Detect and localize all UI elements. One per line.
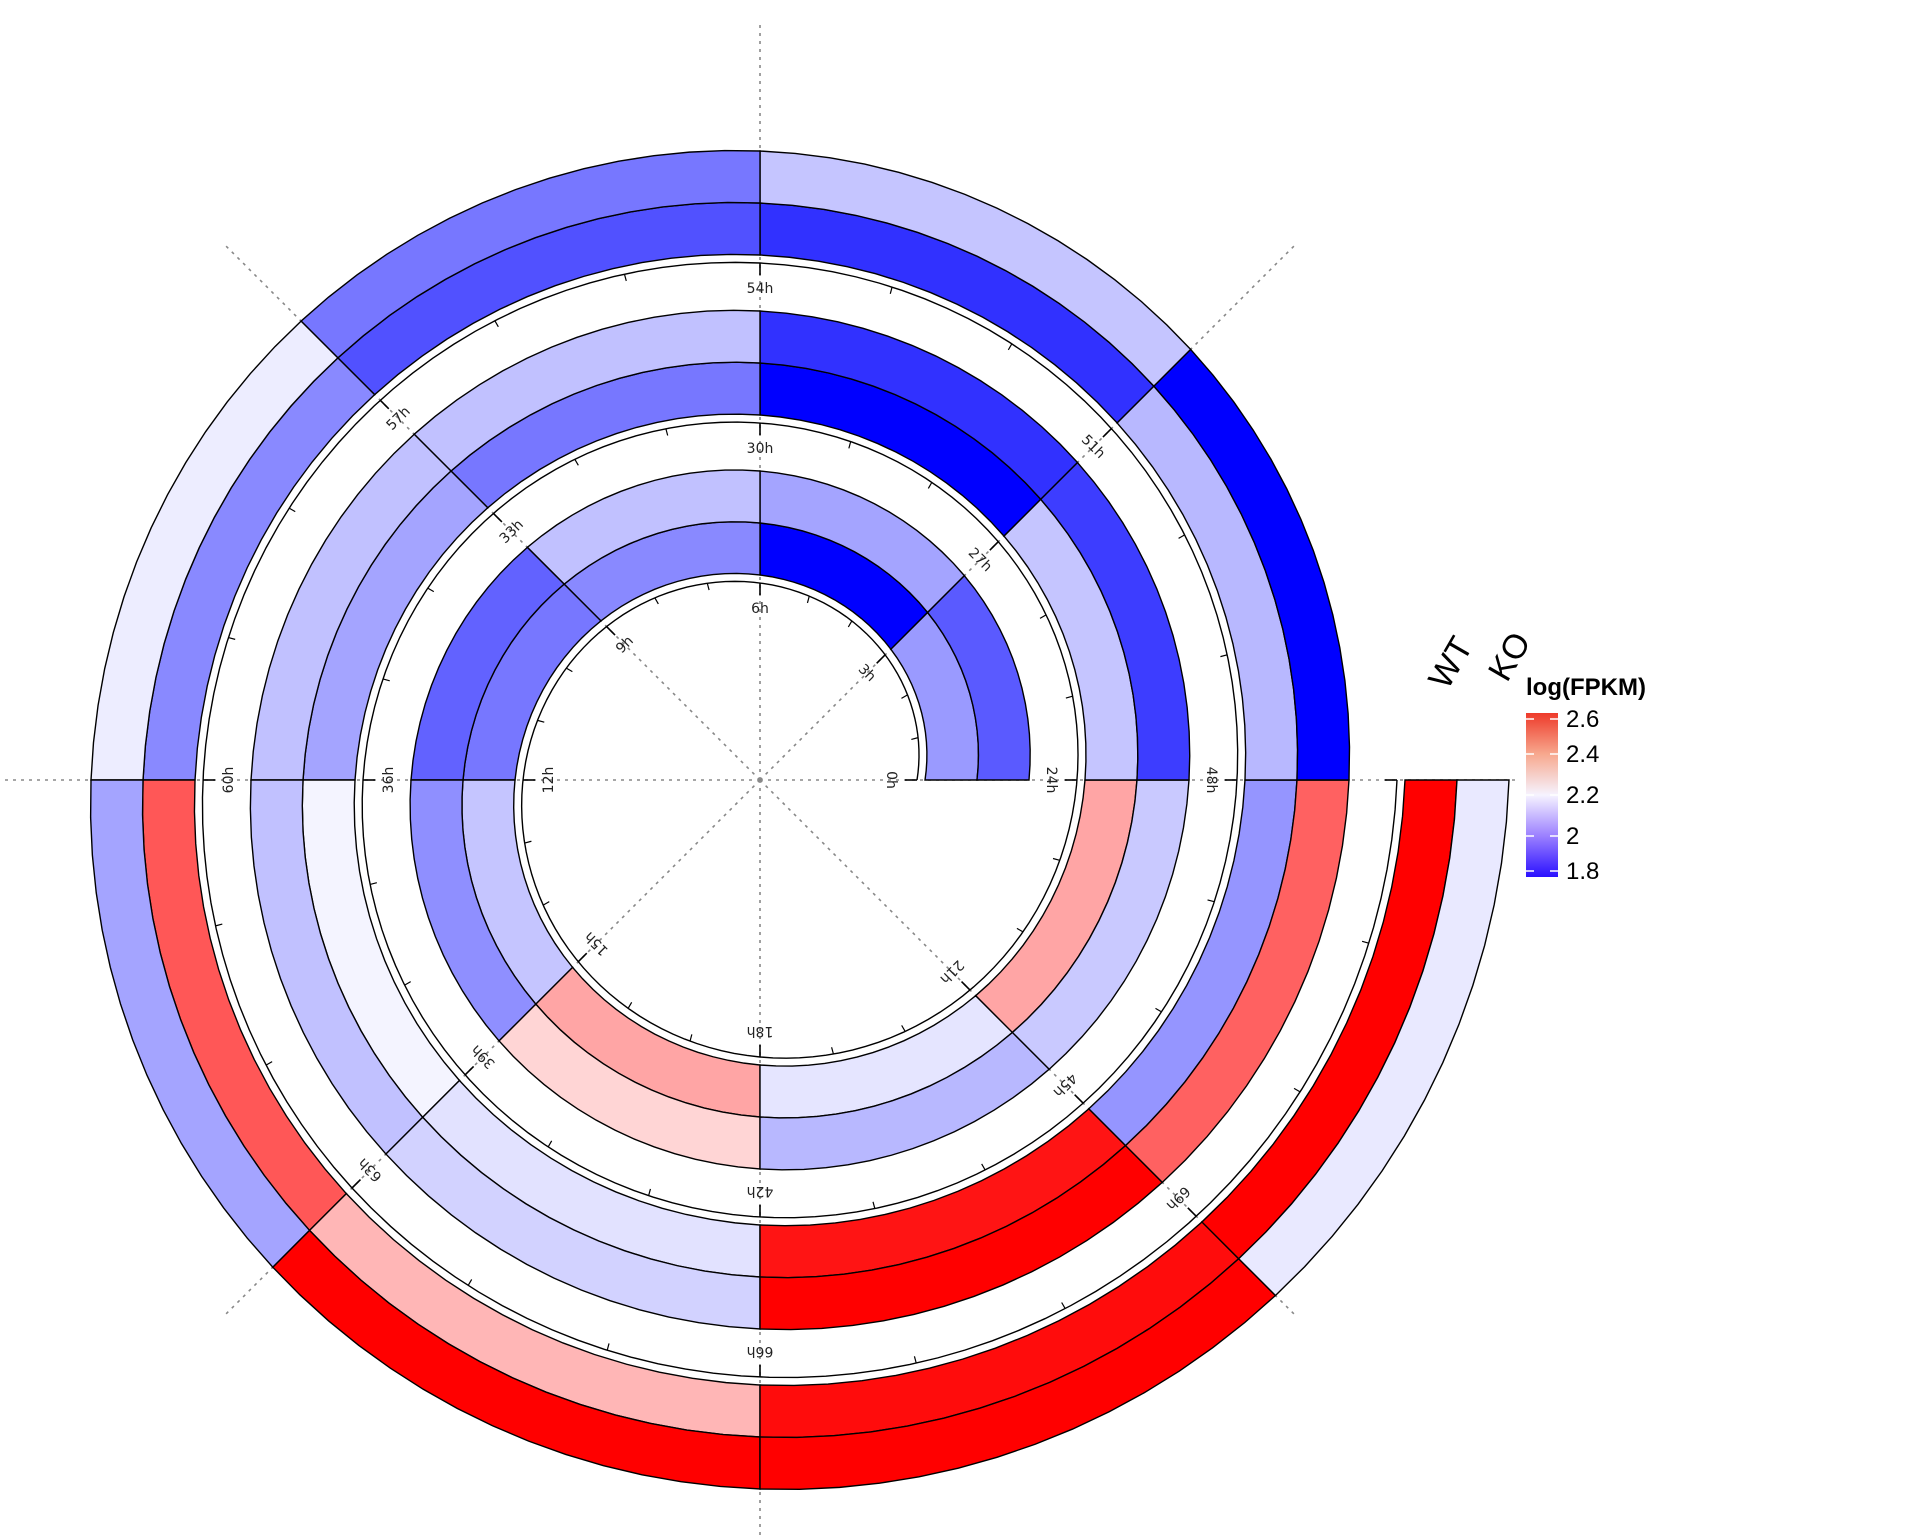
axis-tick <box>981 1163 986 1171</box>
axis-tick <box>901 694 908 699</box>
series-label-wt: WT <box>1421 630 1480 695</box>
grid-line <box>759 242 1298 781</box>
hour-label-36h: 36h <box>381 767 397 794</box>
legend-tick-label: 2 <box>1566 823 1579 850</box>
hour-label-6h: 6h <box>751 601 769 617</box>
axis-tick <box>605 625 616 636</box>
axis-tick <box>288 507 296 513</box>
axis-tick <box>960 980 971 991</box>
axis-tick <box>577 952 588 963</box>
axis-tick <box>1220 654 1228 658</box>
axis-tick <box>494 320 499 328</box>
axis-tick <box>1065 695 1073 699</box>
axis-tick <box>913 1356 917 1364</box>
hour-label-0h: 0h <box>883 771 899 789</box>
axis-tick <box>889 286 893 294</box>
axis-tick <box>1293 1087 1301 1093</box>
hour-label-18h: 18h <box>747 1023 774 1039</box>
hour-label-66h: 66h <box>747 1343 774 1359</box>
hour-label-48h: 48h <box>1203 767 1219 794</box>
hour-label-42h: 42h <box>747 1183 774 1199</box>
axis-tick <box>689 1034 693 1042</box>
axis-tick <box>228 636 236 640</box>
axis-tick <box>831 1047 834 1055</box>
axis-tick <box>706 583 710 591</box>
series-labels: WT KO <box>1421 626 1538 695</box>
heatmap-cell-ko-69h <box>1237 779 1510 1297</box>
axis-tick <box>927 482 933 489</box>
axis-tick <box>876 654 886 664</box>
axis-tick <box>606 1343 610 1351</box>
axis-tick <box>369 882 378 886</box>
axis-tick <box>574 458 579 466</box>
axis-tick <box>524 840 532 844</box>
axis-tick <box>848 441 852 449</box>
axis-tick <box>1007 343 1013 351</box>
axis-tick <box>648 1188 652 1196</box>
axis-tick <box>379 399 390 410</box>
axis-tick <box>1052 857 1060 861</box>
axis-tick <box>1187 1207 1197 1217</box>
axis-tick <box>901 1025 906 1032</box>
axis-tick <box>1207 899 1215 903</box>
axis-tick <box>627 1001 633 1009</box>
axis-tick <box>1061 1302 1066 1309</box>
hour-label-30h: 30h <box>747 441 774 457</box>
axis-tick <box>665 428 669 436</box>
axis-tick <box>1016 927 1024 933</box>
hour-label-24h: 24h <box>1043 767 1059 794</box>
axis-tick <box>404 981 412 986</box>
axis-tick <box>492 512 503 523</box>
axis-tick <box>537 719 545 723</box>
axis-tick <box>989 541 999 551</box>
hour-label-60h: 60h <box>221 767 237 794</box>
axis-tick <box>1155 1007 1162 1013</box>
legend-title: log(FPKM) <box>1526 674 1646 701</box>
legend-tick-label: 2.2 <box>1566 782 1599 809</box>
axis-tick <box>623 274 627 282</box>
axis-tick <box>1039 614 1047 619</box>
axis-tick <box>1074 1094 1084 1104</box>
axis-tick <box>382 678 390 682</box>
axis-tick <box>1178 534 1185 539</box>
axis-tick <box>847 620 853 628</box>
hour-label-12h: 12h <box>541 767 557 794</box>
legend-tick-label: 1.8 <box>1566 858 1599 885</box>
axis-tick <box>872 1201 876 1209</box>
axis-tick <box>806 595 810 604</box>
axis-tick <box>1102 428 1112 438</box>
axis-tick <box>654 597 659 605</box>
axis-tick <box>265 1061 273 1066</box>
legend-tick-label: 2.6 <box>1566 706 1599 733</box>
axis-tick <box>911 737 919 741</box>
axis-tick <box>565 667 573 673</box>
axis-tick <box>427 587 435 593</box>
axis-tick <box>351 1178 362 1189</box>
axis-tick <box>215 923 223 927</box>
axis-tick <box>467 1279 473 1286</box>
axis-tick <box>542 901 550 906</box>
axis-tick <box>464 1065 475 1076</box>
legend-tick-label: 2.4 <box>1566 741 1599 768</box>
color-legend: log(FPKM) 2.6 2.4 2.2 2 1.8 <box>1526 674 1646 885</box>
heatmap-cells <box>89 149 1510 1491</box>
hour-label-54h: 54h <box>747 281 774 297</box>
axis-tick <box>547 1140 553 1148</box>
axis-tick <box>1361 940 1370 944</box>
